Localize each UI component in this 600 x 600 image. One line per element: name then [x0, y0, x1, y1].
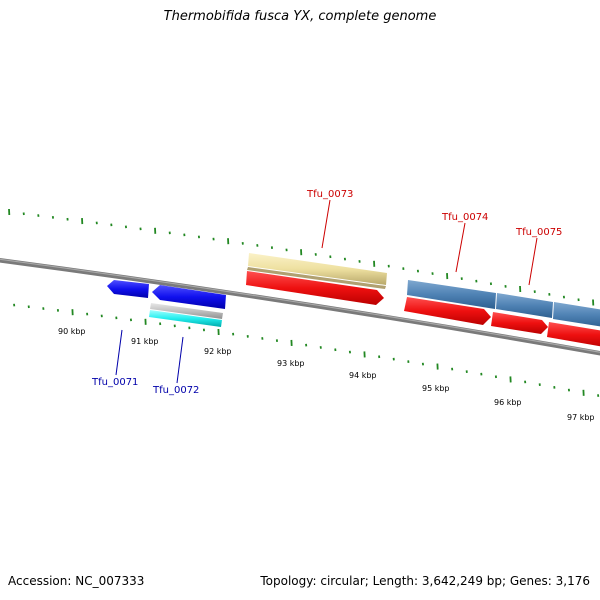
- gene-feature-tfu-0073[interactable]: [246, 253, 387, 305]
- leader-line-tfu-0073: [321, 199, 331, 249]
- leader-line-tfu-0071: [115, 329, 123, 376]
- leader-line-tfu-0072: [176, 336, 184, 384]
- tick-label-93: 93 kbp: [277, 359, 305, 368]
- gene-feature-tfu-0071[interactable]: [107, 280, 149, 298]
- tick-label-92: 92 kbp: [204, 347, 232, 356]
- accession-text: Accession: NC_007333: [8, 574, 145, 588]
- tick-label-90: 90 kbp: [58, 327, 86, 336]
- leader-line-tfu-0075: [528, 237, 538, 286]
- tick-label-94: 94 kbp: [349, 371, 377, 380]
- gene-label-tfu-0074[interactable]: Tfu_0074: [441, 212, 488, 223]
- leader-line-tfu-0074: [455, 222, 466, 273]
- tick-label-91: 91 kbp: [131, 337, 159, 346]
- upper-tick-row: [8, 208, 595, 306]
- lower-tick-row: [13, 303, 600, 397]
- gene-feature-tfu-0075[interactable]: [491, 293, 600, 348]
- gene-label-tfu-0075[interactable]: Tfu_0075: [515, 227, 562, 238]
- gene-feature-tfu-0074[interactable]: [404, 280, 496, 325]
- gene-label-tfu-0071[interactable]: Tfu_0071: [91, 377, 138, 388]
- tick-label-95: 95 kbp: [422, 384, 450, 393]
- genome-summary-text: Topology: circular; Length: 3,642,249 bp…: [260, 574, 590, 588]
- tick-label-96: 96 kbp: [494, 398, 522, 407]
- genome-backbone: [0, 258, 600, 356]
- tick-label-97: 97 kbp: [567, 413, 595, 422]
- tick-labels: 90 kbp 91 kbp 92 kbp 93 kbp 94 kbp 95 kb…: [58, 327, 595, 422]
- gene-label-tfu-0072[interactable]: Tfu_0072: [152, 385, 199, 396]
- gene-feature-tfu-0072[interactable]: [149, 285, 226, 327]
- gene-label-tfu-0073[interactable]: Tfu_0073: [306, 189, 353, 200]
- map-title: Thermobifida fusca YX, complete genome: [163, 9, 437, 24]
